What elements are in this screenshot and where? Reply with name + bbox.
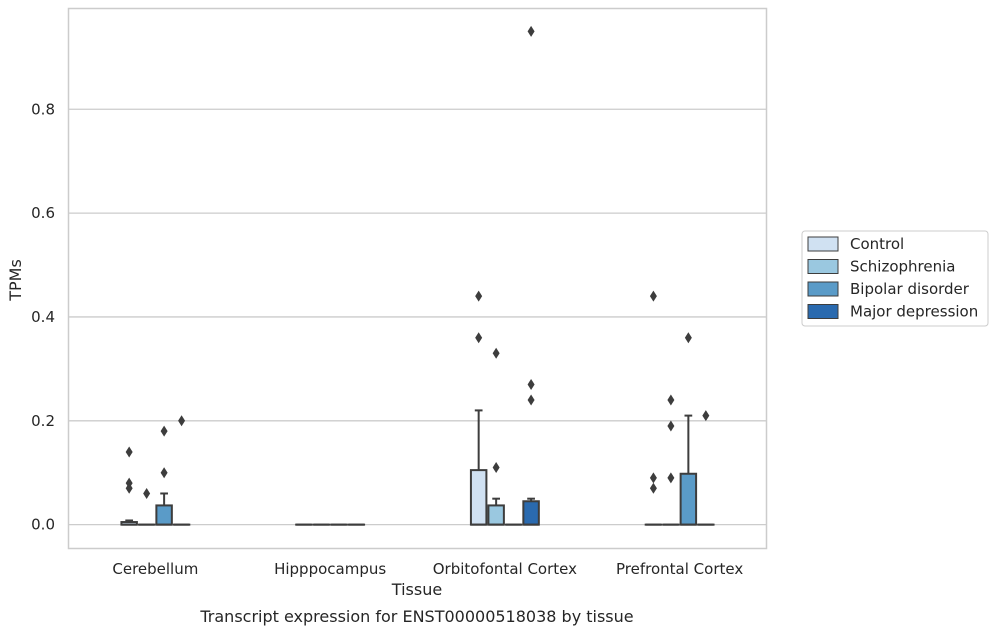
x-tick-label: Prefrontal Cortex [616, 560, 743, 578]
outlier-point [527, 394, 535, 406]
outlier-point [702, 410, 710, 422]
y-tick-label: 0.8 [31, 100, 55, 118]
y-tick-label: 0.0 [31, 516, 55, 534]
box-bipolar-disorder-cerebellum [155, 492, 173, 526]
outlier-point [527, 378, 535, 390]
outlier-point [125, 446, 133, 458]
legend-item-schizophrenia: Schizophrenia [807, 258, 955, 276]
legend-label: Control [850, 235, 904, 253]
outlier-point [143, 487, 151, 499]
outlier-point [667, 472, 675, 484]
legend-frame [801, 230, 989, 327]
x-tick-label: Orbitofontal Cortex [433, 560, 577, 578]
box-control-orbitofontal-cortex [469, 409, 488, 526]
outlier-point [667, 420, 675, 432]
legend-label: Bipolar disorder [850, 280, 970, 298]
outlier-point [160, 467, 168, 479]
legend-swatch [807, 236, 839, 252]
y-tick-labels: 0.0 0.2 0.4 0.6 0.8 [31, 100, 55, 533]
box-bipolar-disorder-prefrontal-cortex [679, 414, 698, 526]
y-tick-label: 0.4 [31, 308, 55, 326]
outlier-point [667, 394, 675, 406]
outliers [125, 25, 710, 499]
legend-swatch [807, 259, 839, 274]
box-body [679, 472, 698, 526]
box-control-cerebellum [120, 519, 138, 526]
box-major-depression-orbitofontal-cortex [522, 497, 540, 526]
x-axis-label: Tissue [391, 580, 442, 599]
box-body [487, 504, 505, 526]
outlier-point [492, 462, 500, 474]
x-tick-label: Hipppocampus [274, 560, 386, 578]
outlier-point [475, 332, 483, 344]
outlier-point [475, 290, 483, 302]
boxes [120, 409, 715, 526]
outlier-point [178, 415, 186, 427]
legend-label: Major depression [850, 303, 978, 321]
outlier-point [492, 347, 500, 359]
legend: Control Schizophrenia Bipolar disorder Majo… [801, 230, 989, 327]
box-body [522, 500, 540, 526]
y-axis-label: TPMs [6, 259, 25, 302]
outlier-point [125, 482, 133, 494]
chart-caption: Transcript expression for ENST0000051803… [199, 607, 633, 626]
plot-frame [67, 7, 768, 550]
legend-swatch [807, 281, 839, 297]
x-tick-labels: Cerebellum Hipppocampus Orbitofontal Corte… [112, 560, 743, 578]
box-schizophrenia-orbitofontal-cortex [487, 497, 505, 526]
box-body [469, 469, 488, 526]
y-tick-label: 0.2 [31, 412, 55, 430]
outlier-point [649, 482, 657, 494]
legend-item-major-depression: Major depression [807, 303, 978, 321]
outlier-point [684, 332, 692, 344]
outlier-point [649, 290, 657, 302]
y-tick-label: 0.6 [31, 204, 55, 222]
legend-item-control: Control [807, 235, 904, 253]
legend-item-bipolar-disorder: Bipolar disorder [807, 280, 970, 298]
legend-swatch [807, 304, 839, 319]
outlier-point [527, 25, 535, 37]
outlier-point [649, 472, 657, 484]
box-body [155, 504, 173, 526]
legend-label: Schizophrenia [850, 258, 955, 276]
outlier-point [160, 425, 168, 437]
x-tick-label: Cerebellum [112, 560, 198, 578]
